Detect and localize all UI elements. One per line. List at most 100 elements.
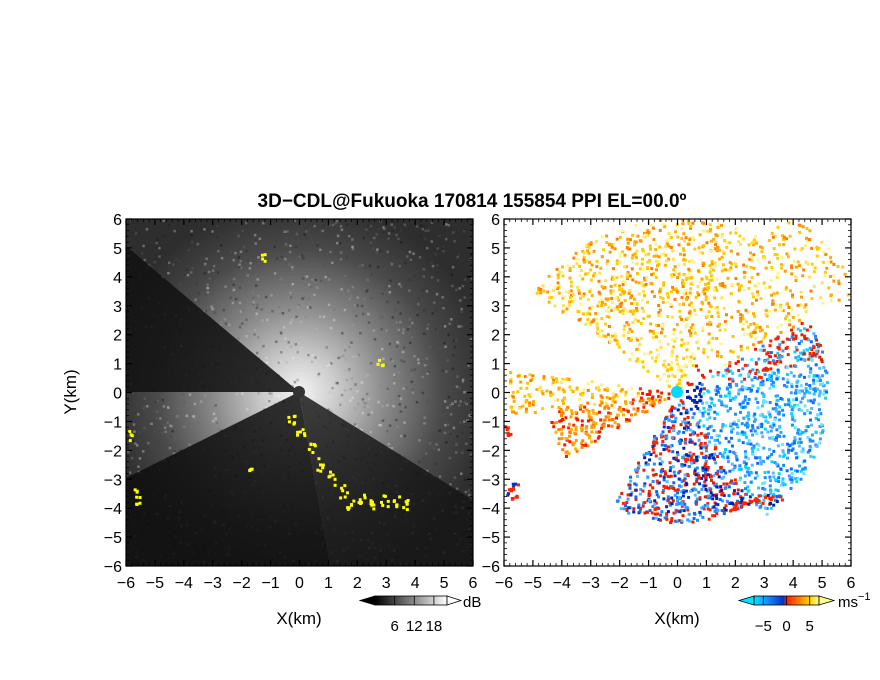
noise-pixel [321,229,324,233]
velocity-pixel [772,292,776,296]
velocity-pixel [707,412,711,416]
velocity-pixel [818,355,822,359]
velocity-pixel [607,243,611,247]
velocity-pixel [634,497,638,501]
velocity-pixel [768,361,772,365]
velocity-pixel [829,256,833,260]
velocity-pixel [724,508,728,512]
noise-pixel [360,381,364,384]
velocity-pixel [653,508,657,512]
velocity-pixel [767,470,771,474]
velocity-pixel [600,426,604,430]
velocity-pixel [846,293,850,297]
velocity-pixel [775,291,779,295]
velocity-pixel [701,466,705,470]
velocity-pixel [688,276,692,280]
noise-pixel [428,442,432,445]
velocity-pixel [672,332,676,336]
velocity-pixel [592,421,596,425]
velocity-pixel [802,352,806,356]
noise-pixel [445,369,448,373]
noise-pixel [469,453,473,456]
velocity-pixel [551,382,555,386]
noise-pixel [304,315,308,319]
noise-pixel [400,240,403,244]
noise-pixel [313,274,316,278]
noise-pixel [238,266,242,269]
velocity-pixel [702,347,706,351]
velocity-pixel [786,380,790,384]
velocity-pixel [724,268,728,272]
velocity-pixel [607,305,611,309]
velocity-pixel [583,405,587,409]
velocity-pixel [616,423,620,427]
velocity-pixel [689,455,693,459]
noise-pixel [452,339,456,342]
velocity-pixel [723,451,727,455]
velocity-pixel [772,247,776,251]
velocity-pixel [535,291,539,295]
masked-pixel [378,358,382,362]
velocity-pixel [688,238,692,242]
noise-pixel [265,318,269,322]
velocity-pixel [753,284,757,288]
velocity-pixel [680,227,684,231]
velocity-pixel [693,400,697,404]
velocity-pixel [811,439,815,443]
velocity-pixel [624,265,628,269]
noise-pixel [215,421,219,425]
velocity-pixel [816,379,820,383]
velocity-pixel [812,345,816,349]
velocity-pixel [709,274,713,278]
noise-pixel [235,392,239,396]
velocity-pixel [729,428,733,432]
noise-pixel [351,396,354,399]
velocity-pixel [767,410,771,414]
velocity-pixel [703,475,707,479]
velocity-pixel [653,436,657,440]
velocity-pixel [740,504,744,508]
noise-pixel [402,405,406,408]
velocity-pixel [568,276,572,280]
noise-pixel [427,326,431,330]
velocity-pixel [719,465,723,469]
velocity-pixel [636,272,640,276]
velocity-pixel [720,269,724,273]
velocity-pixel [779,360,783,364]
velocity-pixel [710,401,714,405]
velocity-pixel [815,413,819,417]
velocity-pixel [756,426,760,430]
velocity-pixel [577,289,581,293]
noise-pixel [368,264,372,268]
noise-pixel [452,231,455,234]
velocity-pixel [738,410,742,414]
velocity-pixel [585,425,589,429]
velocity-pixel [728,396,732,400]
noise-pixel [407,250,411,253]
noise-pixel [239,259,242,263]
velocity-pixel [843,272,847,276]
velocity-pixel [680,296,684,300]
velocity-pixel [749,322,753,326]
masked-pixel [248,469,252,473]
masked-pixel [350,503,354,507]
velocity-pixel [698,233,702,237]
masked-pixel [296,430,300,434]
velocity-pixel [689,301,693,305]
velocity-pixel [759,376,763,380]
velocity-pixel [703,495,707,499]
masked-pixel [386,505,390,509]
velocity-pixel [714,482,718,486]
velocity-pixel [660,460,664,464]
velocity-pixel [800,409,804,413]
masked-pixel [395,503,399,507]
noise-pixel [393,224,396,228]
velocity-pixel [638,387,642,391]
velocity-pixel [760,404,764,408]
velocity-pixel [568,300,572,304]
velocity-pixel [761,383,765,387]
velocity-pixel [634,336,638,340]
noise-pixel [339,355,342,359]
velocity-pixel [678,252,682,256]
noise-pixel [382,226,385,229]
